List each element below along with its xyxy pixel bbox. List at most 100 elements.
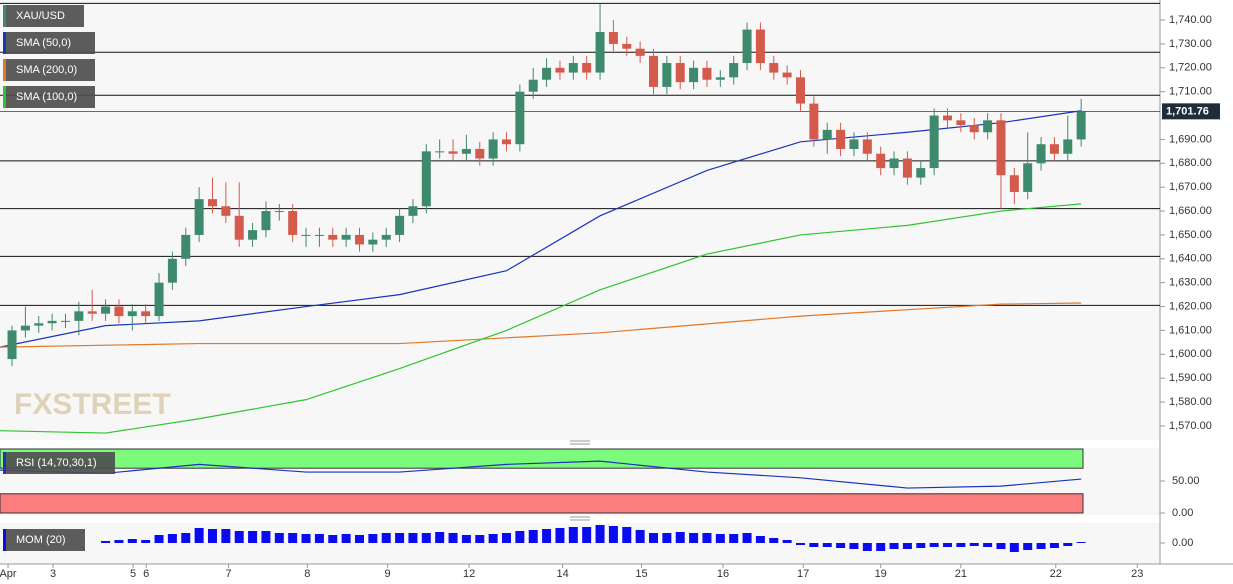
- mom-bar: [207, 529, 217, 543]
- price-panel: [0, 0, 1160, 440]
- candle-body: [729, 63, 739, 78]
- legend-swatch: [3, 86, 6, 108]
- mom-bar: [301, 534, 311, 543]
- mom-bar: [996, 543, 1006, 549]
- mom-bar: [755, 536, 765, 543]
- candle-body: [328, 234, 338, 240]
- candle-body: [649, 55, 659, 87]
- mom-bar: [1036, 543, 1046, 549]
- y-tick-label: 0.00: [1172, 507, 1193, 519]
- legend-label: SMA (100,0): [16, 91, 77, 103]
- overbought-zone: [0, 448, 1084, 469]
- y-tick-label: 1,570.00: [1169, 420, 1212, 432]
- candle-body: [528, 79, 538, 92]
- candle-body: [501, 139, 511, 145]
- y-tick-label: 1,660.00: [1169, 205, 1212, 217]
- mom-bar: [141, 540, 151, 543]
- candle-body: [555, 67, 565, 73]
- legend-box: [3, 5, 84, 27]
- mom-bar: [515, 531, 525, 543]
- mom-bar: [381, 533, 391, 543]
- candle-body: [288, 211, 298, 235]
- candle-body: [943, 115, 953, 121]
- mom-bar: [461, 535, 471, 543]
- candle-body: [702, 67, 712, 80]
- candle-body: [582, 63, 592, 73]
- mom-bar: [248, 531, 258, 543]
- mom-bar: [1049, 543, 1059, 548]
- y-tick-label: 1,630.00: [1169, 277, 1212, 289]
- mom-bar: [582, 527, 592, 543]
- candle-body: [74, 311, 84, 321]
- mom-bar: [809, 543, 819, 547]
- mom-bar: [943, 543, 953, 547]
- mom-bar: [929, 543, 939, 547]
- candle-body: [341, 234, 351, 240]
- x-tick-label: 22: [1050, 568, 1062, 580]
- rsi-line: [0, 460, 1082, 489]
- mom-bar: [849, 543, 859, 549]
- y-tick-label: 1,690.00: [1169, 133, 1212, 145]
- candle-body: [408, 206, 418, 216]
- candle-body: [395, 215, 405, 235]
- candle-body: [141, 311, 151, 317]
- candle-body: [1063, 139, 1073, 154]
- legend-label: MOM (20): [16, 534, 66, 546]
- x-tick-label: 8: [304, 568, 310, 580]
- mom-panel: [0, 523, 1160, 564]
- candle-body: [34, 323, 44, 326]
- legend-swatch: [3, 5, 6, 27]
- candle-body: [274, 211, 284, 213]
- y-tick-label: 1,710.00: [1169, 86, 1212, 98]
- x-tick-label: Apr: [0, 568, 17, 580]
- x-tick-label: 9: [384, 568, 390, 580]
- mom-bar: [1076, 542, 1086, 543]
- mom-bar: [702, 533, 712, 543]
- mom-bar: [568, 527, 578, 543]
- candle-body: [1049, 144, 1059, 154]
- candle-body: [689, 67, 699, 83]
- candle-body: [969, 125, 979, 133]
- y-tick-label: 1,600.00: [1169, 348, 1212, 360]
- mom-bar: [1023, 543, 1033, 550]
- mom-bar: [782, 540, 792, 543]
- y-tick-label: 1,640.00: [1169, 253, 1212, 265]
- last-price-box: [1162, 103, 1220, 120]
- mom-bar: [675, 532, 685, 543]
- y-tick-label: 1,740.00: [1169, 14, 1212, 26]
- y-tick-label: 1,670.00: [1169, 181, 1212, 193]
- mom-bar: [862, 543, 872, 551]
- legend-swatch: [3, 32, 6, 54]
- candle-body: [354, 234, 364, 245]
- sma-line: [0, 110, 1082, 348]
- candle-body: [849, 139, 859, 149]
- mom-bar: [715, 534, 725, 543]
- candle-body: [635, 48, 645, 56]
- mom-bar: [448, 533, 458, 543]
- mom-bar: [542, 529, 552, 543]
- candle-body: [181, 234, 191, 259]
- sma-line: [0, 302, 1082, 348]
- x-tick-label: 7: [225, 568, 231, 580]
- mom-bar: [354, 535, 364, 543]
- mom-bar: [742, 533, 752, 543]
- candle-body: [488, 139, 498, 159]
- candle-body: [47, 320, 57, 324]
- candle-body: [127, 311, 137, 317]
- y-tick-label: 1,620.00: [1169, 300, 1212, 312]
- candle-body: [782, 72, 792, 78]
- mom-bar: [314, 534, 324, 543]
- x-tick-label: 12: [463, 568, 475, 580]
- last-price-label: 1,701.76: [1166, 105, 1209, 117]
- legend-box: [3, 529, 85, 551]
- legend-box: [3, 32, 95, 54]
- candle-body: [622, 43, 632, 49]
- mom-bar: [836, 543, 846, 548]
- mom-bar: [127, 539, 137, 543]
- candle-body: [114, 306, 124, 317]
- legend-label: SMA (50,0): [16, 37, 71, 49]
- x-tick-label: 21: [955, 568, 967, 580]
- mom-bar: [181, 533, 191, 543]
- candle-body: [1023, 163, 1033, 192]
- candle-body: [662, 63, 672, 87]
